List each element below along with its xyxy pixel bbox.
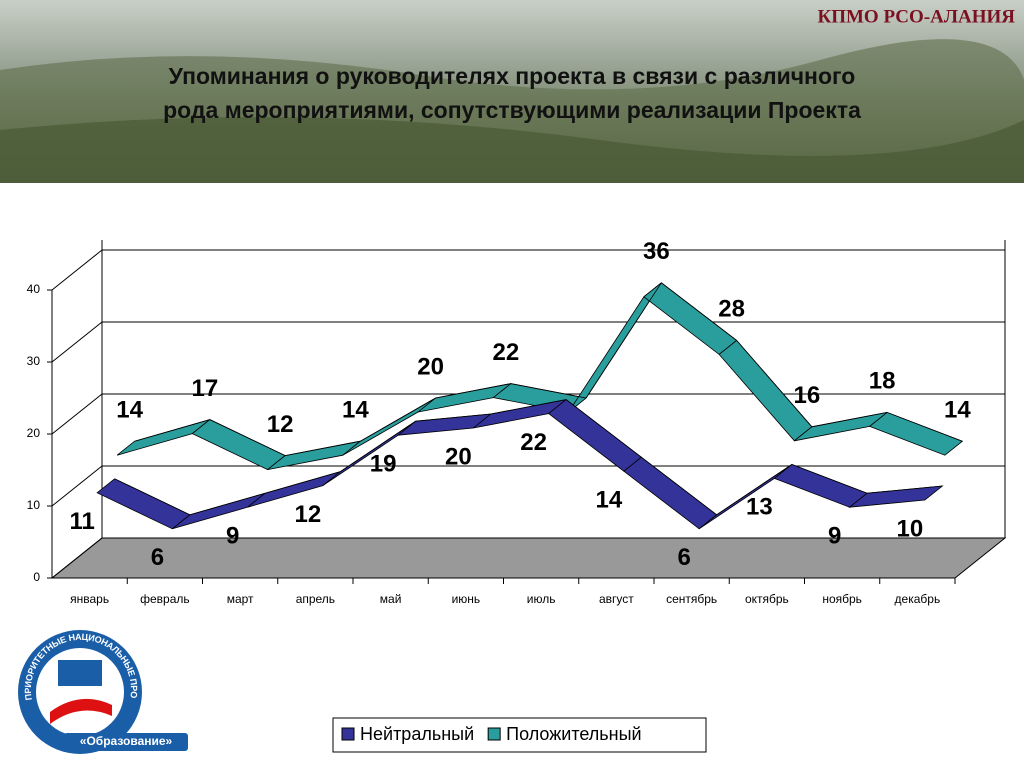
data-label: 12 bbox=[267, 411, 294, 438]
data-label: 10 bbox=[897, 515, 924, 542]
ribbon-segment bbox=[848, 485, 944, 508]
data-label: 28 bbox=[718, 296, 745, 323]
legend-swatch bbox=[487, 727, 501, 741]
x-tick-label: февраль bbox=[140, 592, 190, 606]
data-label: 9 bbox=[828, 523, 841, 550]
ribbon-segment bbox=[623, 456, 718, 530]
mountains bbox=[0, 117, 1024, 183]
logo-flag bbox=[50, 698, 112, 724]
data-label: 14 bbox=[116, 397, 143, 424]
floor bbox=[50, 537, 1007, 579]
series-line bbox=[134, 282, 963, 457]
data-label: 19 bbox=[370, 451, 397, 478]
data-label: 14 bbox=[944, 397, 971, 424]
data-label: 11 bbox=[69, 508, 94, 535]
ribbon-segment bbox=[172, 492, 266, 530]
legend-box bbox=[332, 717, 707, 753]
x-tick-label: апрель bbox=[296, 592, 335, 606]
series-line bbox=[114, 399, 943, 516]
ribbon-segment bbox=[396, 413, 493, 436]
data-label: 36 bbox=[643, 238, 670, 265]
y-tick-label: 0 bbox=[33, 570, 40, 584]
x-tick-label: июнь bbox=[452, 592, 481, 606]
chart: 0 10 20 30 40 январь февраль март апрель май июнь и… bbox=[27, 238, 1007, 753]
legend-swatch bbox=[341, 727, 355, 741]
x-tick-label: август bbox=[599, 592, 634, 606]
ribbon-segment bbox=[568, 282, 662, 413]
chart-title: Упоминания о руководителях проекта в свя… bbox=[169, 63, 856, 89]
x-tick-label: сентябрь bbox=[666, 592, 717, 606]
data-label: 17 bbox=[192, 375, 219, 402]
grid-line bbox=[51, 537, 103, 579]
data-label: 13 bbox=[746, 494, 773, 521]
x-tick-label: март bbox=[227, 592, 254, 606]
org-name: КПМО РСО-АЛАНИЯ bbox=[817, 6, 1015, 27]
legend-label: Положительный bbox=[506, 724, 641, 744]
grid-line bbox=[51, 321, 103, 363]
ribbon-segment bbox=[773, 463, 868, 508]
y-tick-label: 40 bbox=[27, 282, 41, 296]
data-label: 18 bbox=[869, 368, 896, 395]
y-tick-label: 20 bbox=[27, 426, 41, 440]
logo-label-bg bbox=[64, 733, 188, 751]
data-label: 20 bbox=[445, 443, 472, 470]
logo-book bbox=[58, 660, 102, 686]
grid-line bbox=[51, 465, 103, 507]
x-tick-label: октябрь bbox=[745, 592, 789, 606]
legend-label: Нейтральный bbox=[360, 724, 474, 744]
data-label: 9 bbox=[226, 523, 239, 550]
logo-label: «Образование» bbox=[80, 734, 173, 748]
data-label: 6 bbox=[151, 544, 164, 571]
data-label: 22 bbox=[520, 429, 547, 456]
y-tick-label: 10 bbox=[27, 498, 41, 512]
data-label: 14 bbox=[596, 487, 623, 514]
data-label: 12 bbox=[295, 501, 322, 528]
ribbon-segment bbox=[547, 399, 643, 472]
ribbon-segment bbox=[116, 419, 211, 456]
legend: Нейтральный Положительный bbox=[332, 717, 707, 753]
grid-line bbox=[51, 393, 103, 435]
x-tick-label: январь bbox=[70, 592, 109, 606]
ribbon-segment bbox=[96, 478, 191, 530]
chart-title: рода мероприятиями, сопутствующими реали… bbox=[163, 97, 861, 123]
y-tick-label: 30 bbox=[27, 354, 41, 368]
data-label: 6 bbox=[677, 544, 690, 571]
x-tick-label: декабрь bbox=[895, 592, 941, 606]
x-tick-label: июль bbox=[527, 592, 556, 606]
data-label: 22 bbox=[493, 339, 520, 366]
data-label: 16 bbox=[794, 382, 821, 409]
x-tick-label: ноябрь bbox=[822, 592, 862, 606]
data-label: 14 bbox=[342, 397, 369, 424]
grid-line bbox=[51, 249, 103, 291]
x-tick-label: май bbox=[380, 592, 402, 606]
data-label: 20 bbox=[417, 353, 444, 380]
